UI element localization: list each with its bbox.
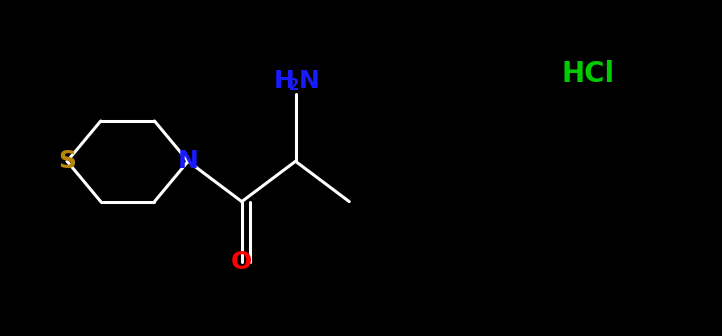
- Text: N: N: [178, 149, 199, 173]
- Text: N: N: [298, 69, 319, 93]
- Text: O: O: [231, 250, 253, 274]
- Text: 2: 2: [289, 78, 299, 93]
- Text: H: H: [274, 69, 294, 93]
- Text: S: S: [58, 149, 76, 173]
- Text: HCl: HCl: [561, 60, 614, 88]
